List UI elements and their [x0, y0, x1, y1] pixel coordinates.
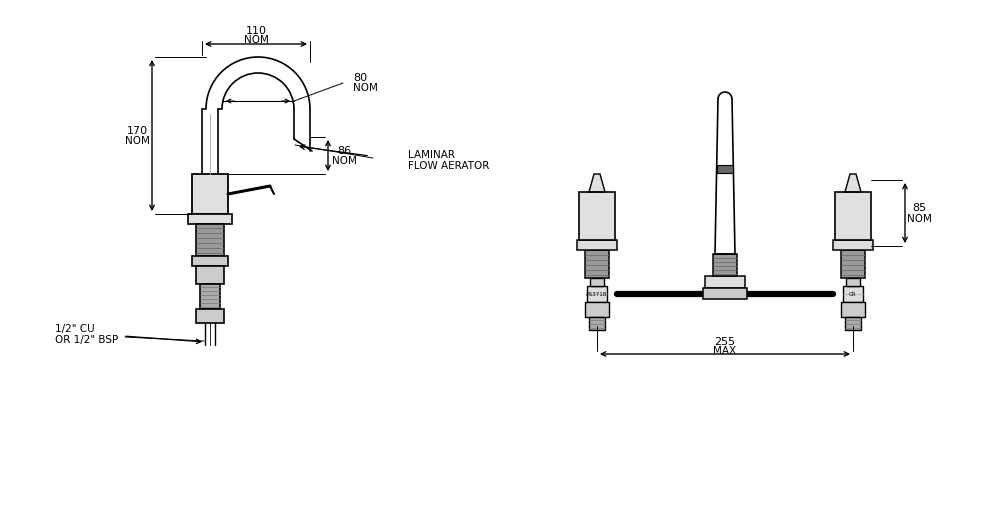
Text: AS3718: AS3718: [586, 291, 607, 296]
Bar: [835, 192, 871, 241]
Bar: [846, 278, 860, 287]
Text: MAX: MAX: [713, 345, 736, 355]
Bar: [589, 318, 605, 330]
Text: NOM: NOM: [353, 83, 378, 93]
Text: 86: 86: [337, 145, 351, 155]
Text: CR: CR: [849, 291, 857, 296]
Text: FLOW AERATOR: FLOW AERATOR: [408, 161, 490, 171]
Text: NOM: NOM: [125, 136, 150, 146]
Text: OR 1/2" BSP: OR 1/2" BSP: [55, 334, 118, 344]
Text: 170: 170: [127, 125, 148, 135]
Text: 85: 85: [912, 203, 926, 213]
Bar: [703, 289, 747, 299]
Text: NOM: NOM: [244, 35, 269, 45]
Bar: [196, 309, 224, 323]
Bar: [713, 254, 737, 276]
Bar: [841, 302, 865, 318]
Text: 1/2" CU: 1/2" CU: [55, 323, 95, 333]
Text: NOM: NOM: [906, 214, 931, 223]
Text: 110: 110: [246, 26, 267, 36]
Bar: [705, 276, 745, 289]
Bar: [585, 302, 609, 318]
Text: NOM: NOM: [332, 156, 357, 166]
Bar: [196, 224, 224, 257]
Bar: [833, 241, 873, 250]
Bar: [841, 250, 865, 278]
Bar: [590, 278, 604, 287]
Bar: [196, 267, 224, 285]
Bar: [585, 250, 609, 278]
Text: LAMINAR: LAMINAR: [408, 150, 455, 160]
Bar: [579, 192, 615, 241]
Bar: [192, 175, 228, 215]
Text: 80: 80: [353, 73, 367, 83]
Bar: [577, 241, 617, 250]
Bar: [845, 318, 861, 330]
Bar: [200, 285, 220, 309]
Bar: [587, 287, 607, 302]
Bar: [188, 215, 232, 224]
Polygon shape: [589, 175, 605, 192]
Polygon shape: [845, 175, 861, 192]
Bar: [717, 165, 733, 174]
Text: 255: 255: [714, 336, 735, 346]
Bar: [843, 287, 863, 302]
Bar: [192, 257, 228, 267]
